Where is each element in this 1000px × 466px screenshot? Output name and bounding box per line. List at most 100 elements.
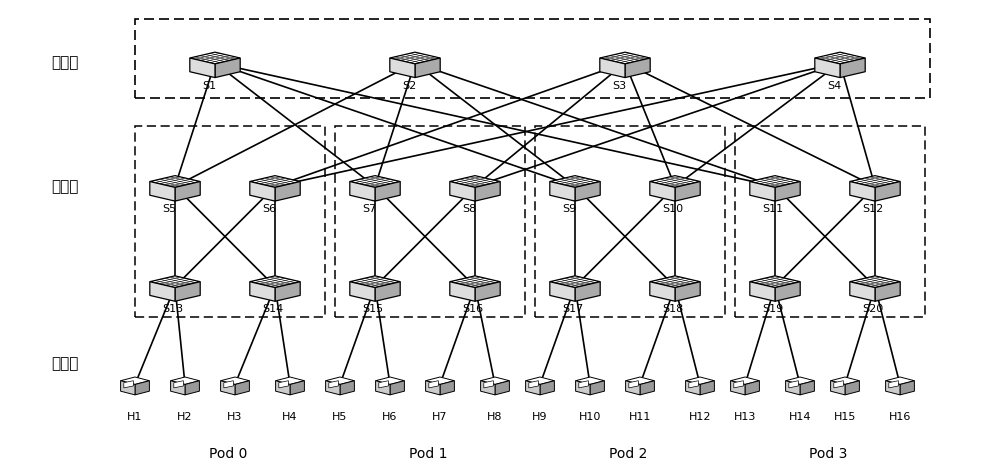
Bar [335,126,525,317]
Polygon shape [831,377,859,384]
Text: H8: H8 [487,412,503,422]
Polygon shape [875,281,900,301]
Polygon shape [731,377,759,384]
Polygon shape [495,381,509,395]
Polygon shape [750,176,800,187]
Polygon shape [326,381,340,395]
Polygon shape [575,181,600,201]
Polygon shape [800,381,814,395]
Text: S3: S3 [612,81,627,90]
Polygon shape [786,377,814,384]
Polygon shape [276,381,290,395]
Polygon shape [224,381,233,388]
Polygon shape [886,377,914,384]
Polygon shape [340,381,354,395]
Polygon shape [450,281,475,301]
Polygon shape [250,176,300,187]
Text: Pod 3: Pod 3 [809,447,847,461]
Polygon shape [745,381,759,395]
Bar [135,126,325,317]
Polygon shape [275,281,300,301]
Polygon shape [675,281,700,301]
Polygon shape [650,281,675,301]
Polygon shape [526,377,554,384]
Text: S2: S2 [402,81,417,90]
Polygon shape [150,276,200,288]
Polygon shape [375,281,400,301]
Text: H13: H13 [734,412,756,422]
Polygon shape [426,377,454,384]
Polygon shape [171,381,185,395]
Bar [135,19,930,98]
Polygon shape [450,276,500,288]
Polygon shape [376,381,390,395]
Polygon shape [250,281,275,301]
Polygon shape [540,381,554,395]
Polygon shape [845,381,859,395]
Polygon shape [526,381,540,395]
Text: S5: S5 [162,204,177,214]
Polygon shape [475,281,500,301]
Polygon shape [626,381,640,395]
Polygon shape [390,52,440,64]
Text: S1: S1 [202,81,217,90]
Polygon shape [850,281,875,301]
Polygon shape [350,276,400,288]
Polygon shape [450,176,500,187]
Polygon shape [775,281,800,301]
Polygon shape [550,181,575,201]
Polygon shape [750,281,775,301]
Polygon shape [484,381,493,388]
Polygon shape [579,381,588,388]
Polygon shape [775,181,800,201]
Polygon shape [590,381,604,395]
Bar [535,126,725,317]
Polygon shape [576,377,604,384]
Polygon shape [815,52,865,64]
Text: H2: H2 [177,412,193,422]
Text: H15: H15 [834,412,856,422]
Polygon shape [390,381,404,395]
Polygon shape [235,381,249,395]
Polygon shape [650,276,700,288]
Polygon shape [215,58,240,77]
Text: Pod 0: Pod 0 [209,447,247,461]
Polygon shape [190,58,215,77]
Polygon shape [750,276,800,288]
Polygon shape [150,281,175,301]
Polygon shape [429,381,438,388]
Polygon shape [700,381,714,395]
Text: S20: S20 [862,304,884,314]
Polygon shape [276,377,304,384]
Polygon shape [190,52,240,64]
Text: H14: H14 [789,412,811,422]
Polygon shape [221,381,235,395]
Polygon shape [789,381,798,388]
Polygon shape [279,381,288,388]
Polygon shape [734,381,743,388]
Polygon shape [550,281,575,301]
Text: S15: S15 [362,304,384,314]
Polygon shape [840,58,865,77]
Polygon shape [440,381,454,395]
Polygon shape [171,377,199,384]
Text: Pod 1: Pod 1 [409,447,447,461]
Polygon shape [150,181,175,201]
Polygon shape [550,176,600,187]
Text: S13: S13 [162,304,184,314]
Polygon shape [850,176,900,187]
Polygon shape [350,176,400,187]
Text: S19: S19 [762,304,784,314]
Polygon shape [185,381,199,395]
Polygon shape [815,58,840,77]
Polygon shape [675,181,700,201]
Polygon shape [629,381,638,388]
Polygon shape [250,276,300,288]
Text: S12: S12 [862,204,884,214]
Text: 核心层: 核心层 [51,55,79,70]
Polygon shape [376,377,404,384]
Polygon shape [529,381,538,388]
Polygon shape [650,176,700,187]
Text: S7: S7 [362,204,377,214]
Text: H9: H9 [532,412,548,422]
